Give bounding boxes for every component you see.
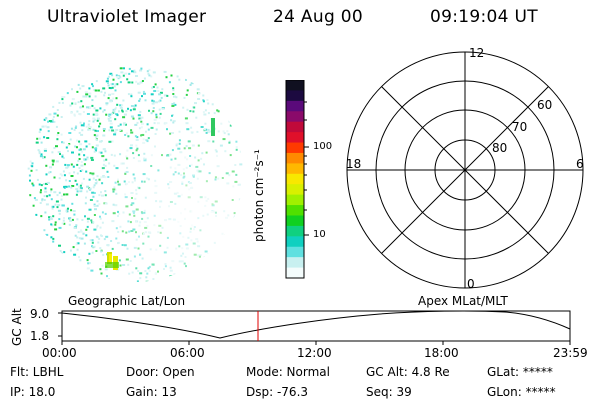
filter-info: Flt: LBHL xyxy=(10,365,64,379)
x-tick-2359: 23:59 xyxy=(553,346,588,360)
colorbar-cell xyxy=(286,184,304,196)
colorbar-cell xyxy=(286,90,304,102)
colorbar-cell xyxy=(286,215,304,227)
colorbar-cell xyxy=(286,257,304,269)
observation-time: 09:19:04 UT xyxy=(430,7,538,27)
lat-label-60: 60 xyxy=(537,98,553,112)
colorbar-cell xyxy=(286,173,304,185)
polar-grid xyxy=(346,51,584,289)
glat-info: GLat: ***** xyxy=(487,365,553,379)
lat-label-80: 80 xyxy=(492,141,508,155)
colorbar-cell xyxy=(286,194,304,206)
colorbar-cell xyxy=(286,142,304,154)
x-tick-1800: 18:00 xyxy=(424,346,459,360)
y-tick-9: 9.0 xyxy=(30,307,50,321)
colorbar-tick-10: 10 xyxy=(313,229,326,240)
x-tick-0600: 06:00 xyxy=(170,346,205,360)
seq-info: Seq: 39 xyxy=(366,385,412,399)
x-tick-0000: 00:00 xyxy=(42,346,77,360)
x-tick-1200: 12:00 xyxy=(297,346,332,360)
colorbar-cell xyxy=(286,246,304,258)
door-info: Door: Open xyxy=(126,365,195,379)
colorbar-cell xyxy=(286,132,304,144)
observation-date: 24 Aug 00 xyxy=(273,7,363,27)
gc-alt-info: GC Alt: 4.8 Re xyxy=(366,365,450,379)
colorbar-cell xyxy=(286,267,304,279)
mlt-label-12: 12 xyxy=(469,46,485,60)
colorbar-unit-label: photon cm⁻²s⁻¹ xyxy=(252,149,266,242)
colorbar-cell xyxy=(286,163,304,175)
gc-alt-axis-label: GC Alt xyxy=(10,308,24,346)
colorbar-cell xyxy=(286,100,304,112)
geographic-lat-lon-label: Geographic Lat/Lon xyxy=(68,294,186,308)
colorbar-cell xyxy=(286,236,304,248)
color-scale-bar xyxy=(285,80,309,279)
mlt-label-18: 18 xyxy=(346,157,362,171)
colorbar-tick-100: 100 xyxy=(313,141,333,152)
mode-info: Mode: Normal xyxy=(246,365,330,379)
lat-label-70: 70 xyxy=(512,120,528,134)
ip-info: IP: 18.0 xyxy=(10,385,56,399)
y-tick-1-8: 1.8 xyxy=(30,329,50,343)
dsp-info: Dsp: -76.3 xyxy=(246,385,309,399)
mlt-label-0: 0 xyxy=(467,277,475,291)
mlt-label-6: 6 xyxy=(576,157,584,171)
colorbar-cell xyxy=(286,152,304,164)
uv-image-disk xyxy=(27,66,243,282)
colorbar-cell xyxy=(286,80,304,91)
colorbar-cell xyxy=(286,205,304,216)
orbit-altitude-plot xyxy=(58,310,571,345)
gain-info: Gain: 13 xyxy=(126,385,177,399)
image-pixel xyxy=(224,234,228,237)
apex-mlat-mlt-label: Apex MLat/MLT xyxy=(418,294,508,308)
altitude-curve xyxy=(61,310,571,339)
colorbar-cell xyxy=(286,111,304,123)
colorbar-cell xyxy=(286,121,304,133)
glon-info: GLon: ***** xyxy=(487,385,556,399)
imager-title: Ultraviolet Imager xyxy=(47,7,207,27)
colorbar-cell xyxy=(286,225,304,237)
